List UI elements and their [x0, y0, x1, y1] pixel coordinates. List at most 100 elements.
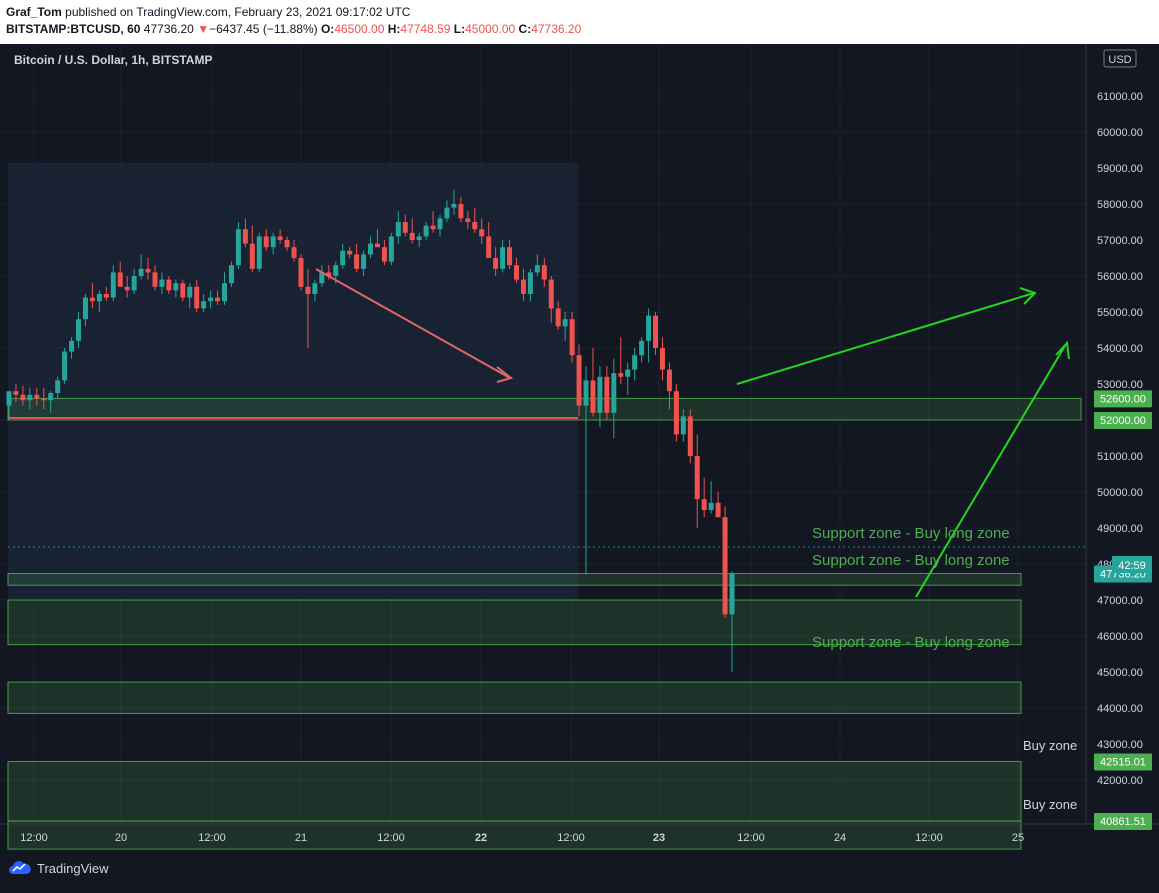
candle [597, 366, 603, 428]
level-40861-text: 40861.51 [1100, 816, 1146, 828]
candle [228, 261, 234, 287]
candle [368, 236, 373, 258]
candle [194, 279, 200, 312]
candle [249, 225, 255, 273]
candle [680, 409, 686, 442]
candle [534, 254, 540, 276]
candle [291, 240, 297, 262]
price-tick-label: 49000.00 [1097, 523, 1143, 535]
candle [659, 337, 665, 381]
candle [388, 232, 394, 266]
candle [472, 207, 478, 233]
currency-button[interactable]: USD [1103, 49, 1137, 68]
candle [55, 376, 61, 399]
candle [41, 387, 47, 410]
candle [653, 312, 659, 356]
red-arrow-head-icon [496, 366, 514, 383]
candle [444, 200, 450, 222]
candle [569, 312, 575, 363]
price-tick-label: 55000.00 [1097, 307, 1143, 319]
candle [27, 387, 33, 410]
price-tick-label: 47000.00 [1097, 595, 1143, 607]
level-42515-text: 42515.01 [1100, 756, 1146, 768]
candle [13, 384, 19, 402]
support-zone-1 [7, 572, 1022, 586]
red-trend-arrow [315, 268, 511, 379]
candle [381, 240, 387, 266]
candle [507, 240, 513, 269]
candle [319, 265, 325, 287]
candle [340, 243, 346, 269]
time-tick-label: 12:00 [557, 832, 585, 844]
time-axis[interactable]: 12:00 20 12:00 21 12:00 22 12:00 23 12:00 24 12:00… [20, 832, 1024, 844]
support-zone-label-1: Support zone - Buy long zone [812, 525, 1010, 542]
low-value: 45000.00 [465, 22, 516, 36]
time-tick-label: 21 [295, 832, 307, 844]
candle [430, 211, 436, 233]
candle [256, 232, 262, 273]
tradingview-brand: TradingView [37, 860, 109, 876]
candle [82, 294, 88, 327]
candle [298, 254, 304, 291]
candle [576, 344, 582, 417]
high-value: 47748.59 [400, 22, 451, 36]
candle [242, 218, 248, 248]
candle [639, 337, 645, 363]
green-arrow-up [915, 343, 1067, 598]
time-tick-label: 24 [834, 832, 846, 844]
tradingview-logo[interactable]: TradingView [8, 860, 109, 876]
candle [284, 236, 290, 251]
candle [347, 247, 353, 258]
time-tick-label: 12:00 [377, 832, 405, 844]
candle [34, 387, 40, 406]
green-arrow-right [736, 292, 1035, 385]
candle [402, 214, 408, 237]
zones-layer [7, 397, 1082, 850]
candle [618, 337, 624, 384]
candle [69, 337, 75, 359]
time-tick-label: 12:00 [915, 832, 943, 844]
chart-area[interactable]: Support zone - Buy long zone Support zon… [0, 44, 1159, 888]
candle [548, 276, 554, 323]
candle [409, 218, 415, 244]
candle [500, 240, 506, 273]
candle [96, 290, 102, 312]
candle [124, 276, 130, 298]
candle [479, 218, 485, 244]
candle [604, 366, 610, 420]
candle [513, 258, 519, 284]
candle [486, 222, 492, 258]
candle [527, 268, 533, 302]
buy-zone-label-2: Buy zone [1023, 797, 1077, 812]
price-axis[interactable]: 61000.00 60000.00 59000.00 58000.00 57000.00… [1097, 91, 1143, 787]
time-tick-label: 23 [653, 832, 665, 844]
candle [458, 196, 464, 222]
range-highlight [8, 163, 578, 599]
candle [555, 301, 561, 330]
candle [715, 492, 721, 518]
candle [62, 348, 68, 384]
candle [277, 229, 283, 244]
candle [520, 268, 526, 302]
buy-zone-2 [7, 820, 1022, 850]
published-text: published on TradingView.com, February 2… [65, 5, 411, 19]
candle [270, 232, 276, 255]
author-name[interactable]: Graf_Tom [6, 5, 62, 19]
time-tick-label: 12:00 [20, 832, 48, 844]
candle [76, 312, 82, 348]
high-label: H: [387, 22, 401, 36]
candle [173, 279, 179, 298]
time-tick-label: 20 [115, 832, 127, 844]
buy-zone-label-1: Buy zone [1023, 738, 1077, 753]
candle [590, 348, 596, 417]
support-zone-label-3: Support zone - Buy long zone [812, 634, 1010, 651]
candle [180, 279, 186, 302]
candle [708, 481, 714, 514]
countdown-badge: 42:59 [1112, 556, 1152, 573]
candle [722, 506, 728, 618]
currency-label[interactable]: USD [1108, 54, 1131, 66]
price-tick-label: 45000.00 [1097, 667, 1143, 679]
candle [625, 362, 631, 395]
support-zone-label-2: Support zone - Buy long zone [812, 552, 1010, 569]
